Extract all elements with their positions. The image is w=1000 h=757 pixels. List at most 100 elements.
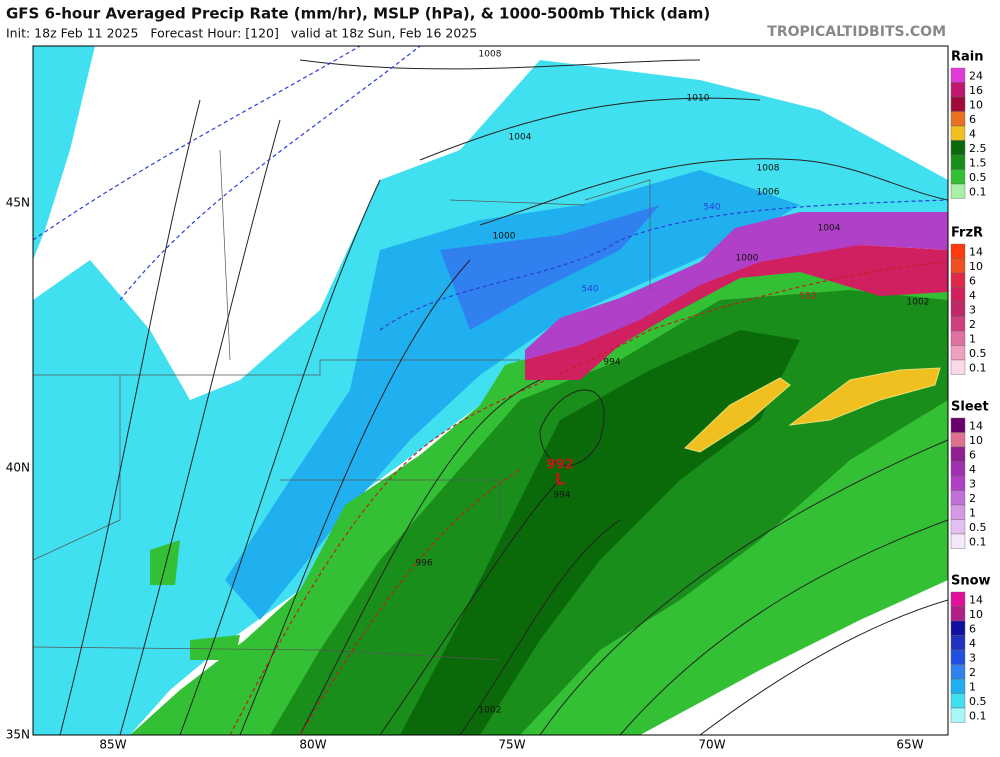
no-precip <box>640 580 948 735</box>
legend-swatch <box>950 67 966 83</box>
isobar-label: 1010 <box>687 94 710 104</box>
legend-swatch <box>950 649 966 665</box>
isobar-label: 996 <box>415 559 432 569</box>
title: GFS 6-hour Averaged Precip Rate (mm/hr),… <box>6 5 710 23</box>
legend-label: 4 <box>969 637 976 650</box>
site-name: TROPICALTIDBITS.COM <box>767 24 946 40</box>
isobar-label: 1000 <box>493 232 516 242</box>
legend-label: 4 <box>969 127 976 140</box>
isobar-label: 1008 <box>757 164 780 174</box>
legend-label: 1 <box>969 332 976 345</box>
legend-label: 2.5 <box>969 142 987 155</box>
legend-label: 4 <box>969 463 976 476</box>
legend: Rain241610642.51.50.50.1FrzR1410643210.5… <box>950 50 991 723</box>
legend-swatch <box>950 301 966 317</box>
legend-swatch <box>950 272 966 288</box>
legend-swatch <box>950 417 966 433</box>
legend-title: FrzR <box>951 226 983 241</box>
legend-swatch <box>950 519 966 535</box>
legend-label: 10 <box>969 434 983 447</box>
legend-label: 3 <box>969 651 976 664</box>
lon-label: 65W <box>896 738 923 752</box>
lat-label: 45N <box>6 196 30 210</box>
isobar-label: 1002 <box>907 298 930 308</box>
isobar-label: 1008 <box>479 50 502 60</box>
legend-label: 0.5 <box>969 695 987 708</box>
legend-label: 4 <box>969 289 976 302</box>
legend-title: Sleet <box>951 400 989 415</box>
legend-swatch <box>950 693 966 709</box>
legend-swatch <box>950 620 966 636</box>
thickness-540 <box>33 46 948 331</box>
low-center: 992 <box>546 458 573 473</box>
legend-label: 24 <box>969 69 983 82</box>
map-labels: 45N 40N 35N 85W 80W 75W 70W 65W 1008 1010 1004 1006… <box>6 50 930 752</box>
legend-label: 10 <box>969 260 983 273</box>
snow-heavy <box>440 205 660 330</box>
lon-label: 85W <box>99 738 126 752</box>
rain-yellow <box>684 367 941 453</box>
legend-swatch <box>950 635 966 651</box>
lon-label: 75W <box>498 738 525 752</box>
legend-title: Rain <box>951 50 984 65</box>
isobar-label: 994 <box>553 491 570 501</box>
isobar-label: 1006 <box>757 188 780 198</box>
legend-swatch <box>950 533 966 549</box>
legend-label: 0.1 <box>969 535 987 548</box>
lat-label: 35N <box>6 728 30 742</box>
legend-label: 3 <box>969 303 976 316</box>
thickness-552 <box>229 261 948 735</box>
legend-swatch <box>950 504 966 520</box>
legend-label: 1 <box>969 506 976 519</box>
legend-label: 6 <box>969 113 976 126</box>
legend-swatch <box>950 169 966 185</box>
legend-swatch <box>950 461 966 477</box>
lon-label: 80W <box>299 738 326 752</box>
legend-swatch <box>950 316 966 332</box>
map <box>32 45 949 736</box>
legend-swatch <box>950 82 966 98</box>
legend-label: 0.5 <box>969 347 987 360</box>
legend-swatch <box>950 591 966 607</box>
legend-label: 0.1 <box>969 185 987 198</box>
lat-label: 40N <box>6 461 30 475</box>
legend-swatch <box>950 678 966 694</box>
map-frame <box>32 45 949 736</box>
legend-swatch <box>950 345 966 361</box>
legend-swatch <box>950 111 966 127</box>
legend-label: 14 <box>969 245 983 258</box>
legend-label: 6 <box>969 274 976 287</box>
legend-label: 1 <box>969 680 976 693</box>
legend-label: 2 <box>969 666 976 679</box>
isobar-label: 1002 <box>479 706 502 716</box>
legend-label: 0.1 <box>969 709 987 722</box>
legend-swatch <box>950 140 966 156</box>
legend-swatch <box>950 664 966 680</box>
borders <box>33 149 651 661</box>
legend-label: 6 <box>969 622 976 635</box>
legend-swatch <box>950 125 966 141</box>
lon-label: 70W <box>698 738 725 752</box>
freezing-rain <box>525 245 948 380</box>
thickness-label: 540 <box>703 203 720 213</box>
legend-label: 16 <box>969 84 983 97</box>
legend-label: 6 <box>969 448 976 461</box>
legend-swatch <box>950 606 966 622</box>
legend-swatch <box>950 490 966 506</box>
legend-label: 1.5 <box>969 156 987 169</box>
legend-title: Snow <box>951 574 991 589</box>
legend-label: 2 <box>969 318 976 331</box>
legend-swatch <box>950 359 966 375</box>
legend-swatch <box>950 154 966 170</box>
isobar-label: 1000 <box>736 254 759 264</box>
thickness-label: 540 <box>581 285 598 295</box>
legend-label: 14 <box>969 593 983 606</box>
legend-swatch <box>950 96 966 112</box>
low-center: L <box>555 470 565 489</box>
legend-swatch <box>950 707 966 723</box>
legend-swatch <box>950 432 966 448</box>
legend-label: 2 <box>969 492 976 505</box>
legend-swatch <box>950 446 966 462</box>
legend-label: 10 <box>969 98 983 111</box>
